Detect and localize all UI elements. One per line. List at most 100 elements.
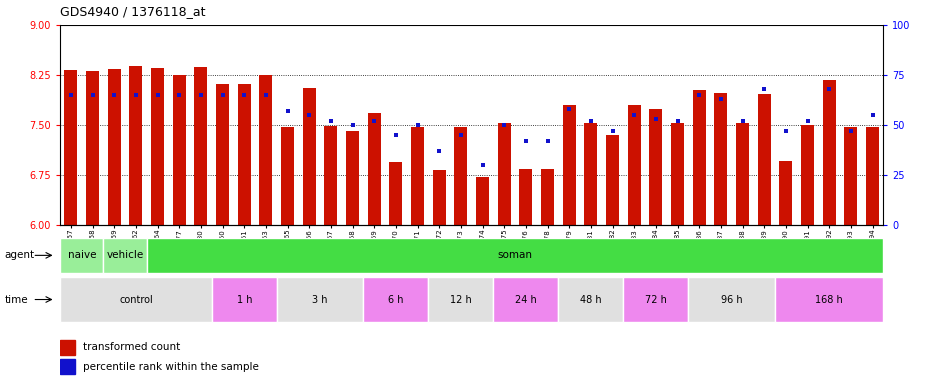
Point [735, 118, 750, 124]
Bar [562, 105, 575, 225]
Point [302, 112, 316, 118]
Bar [520, 169, 533, 225]
Point [410, 122, 425, 128]
Bar [147, 238, 883, 273]
Point [216, 92, 230, 98]
Bar [454, 127, 467, 225]
Text: 24 h: 24 h [515, 295, 536, 305]
Bar [65, 70, 78, 225]
Text: transformed count: transformed count [83, 342, 180, 352]
Bar [693, 90, 706, 225]
Bar [368, 114, 381, 225]
Text: 12 h: 12 h [450, 295, 472, 305]
Bar [736, 124, 749, 225]
Bar [173, 75, 186, 225]
Point [540, 138, 555, 144]
Point [757, 86, 771, 92]
Bar [238, 84, 251, 225]
Bar [60, 277, 212, 322]
Bar [60, 340, 75, 355]
Text: agent: agent [5, 250, 35, 260]
Point [692, 92, 707, 98]
Bar [346, 131, 359, 225]
Bar [104, 238, 147, 273]
Bar [281, 127, 294, 225]
Bar [130, 66, 142, 225]
Text: soman: soman [498, 250, 533, 260]
Bar [277, 277, 364, 322]
Text: 168 h: 168 h [815, 295, 843, 305]
Bar [212, 277, 277, 322]
Point [584, 118, 598, 124]
Bar [649, 109, 662, 225]
Point [475, 162, 490, 168]
Bar [108, 69, 121, 225]
Bar [671, 124, 684, 225]
Point [150, 92, 165, 98]
Point [519, 138, 534, 144]
Bar [606, 135, 619, 225]
Bar [714, 93, 727, 225]
Text: percentile rank within the sample: percentile rank within the sample [83, 362, 259, 372]
Text: 48 h: 48 h [580, 295, 602, 305]
Point [865, 112, 880, 118]
Point [172, 92, 187, 98]
Text: 6 h: 6 h [388, 295, 403, 305]
Point [258, 92, 274, 98]
Bar [822, 80, 835, 225]
Text: 96 h: 96 h [721, 295, 743, 305]
Point [779, 128, 794, 134]
Bar [775, 277, 883, 322]
Point [432, 148, 447, 154]
Bar [433, 170, 446, 225]
Point [453, 132, 468, 138]
Point [800, 118, 815, 124]
Bar [216, 84, 229, 225]
Bar [389, 162, 402, 225]
Point [497, 122, 512, 128]
Bar [151, 68, 164, 225]
Point [561, 106, 576, 112]
Point [345, 122, 360, 128]
Point [280, 108, 295, 114]
Text: time: time [5, 295, 29, 305]
Point [193, 92, 208, 98]
Bar [411, 127, 424, 225]
Bar [259, 75, 273, 225]
Bar [688, 277, 775, 322]
Text: GDS4940 / 1376118_at: GDS4940 / 1376118_at [60, 5, 205, 18]
Point [821, 86, 836, 92]
Bar [780, 161, 793, 225]
Bar [86, 71, 99, 225]
Point [388, 132, 403, 138]
Bar [866, 127, 879, 225]
Point [324, 118, 339, 124]
Bar [541, 169, 554, 225]
Point [648, 116, 663, 122]
Text: control: control [119, 295, 153, 305]
Text: 72 h: 72 h [645, 295, 667, 305]
Bar [559, 277, 623, 322]
Text: vehicle: vehicle [106, 250, 143, 260]
Text: 3 h: 3 h [313, 295, 327, 305]
Bar [628, 105, 641, 225]
Point [64, 92, 79, 98]
Point [107, 92, 122, 98]
Point [627, 112, 642, 118]
Point [367, 118, 382, 124]
Bar [498, 124, 511, 225]
Bar [325, 126, 338, 225]
Point [85, 92, 100, 98]
Text: naive: naive [68, 250, 96, 260]
Bar [476, 177, 489, 225]
Bar [60, 359, 75, 374]
Point [129, 92, 143, 98]
Bar [60, 238, 104, 273]
Point [237, 92, 252, 98]
Point [670, 118, 684, 124]
Point [844, 128, 858, 134]
Text: 1 h: 1 h [237, 295, 252, 305]
Bar [623, 277, 688, 322]
Point [605, 128, 620, 134]
Bar [845, 127, 857, 225]
